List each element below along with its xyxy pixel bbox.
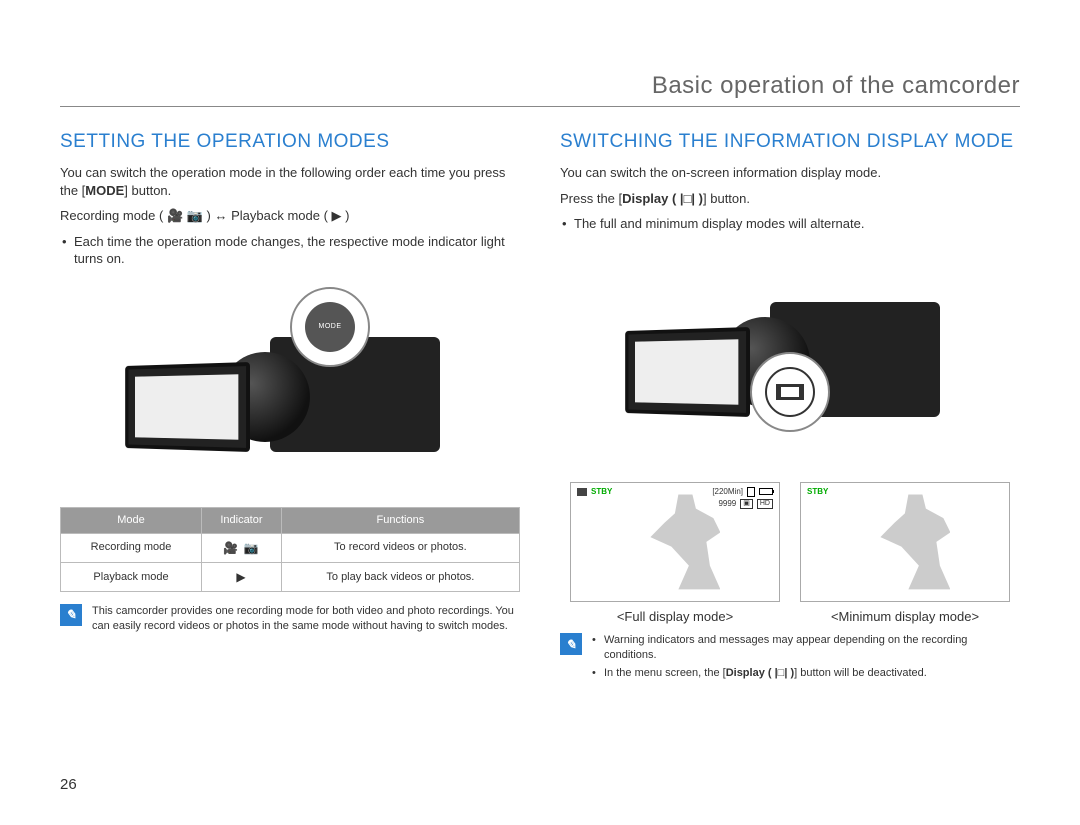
page-title: Basic operation of the camcorder bbox=[60, 70, 1020, 107]
movie-icon bbox=[577, 488, 587, 496]
list-item: In the menu screen, the [Display ( |□| )… bbox=[592, 666, 1020, 681]
left-column: SETTING THE OPERATION MODES You can swit… bbox=[60, 131, 520, 684]
note-icon: ✎ bbox=[560, 633, 582, 655]
mode-sequence: Recording mode ( 🎥 📷 ) ↔ Playback mode (… bbox=[60, 207, 520, 225]
note-box-right: ✎ Warning indicators and messages may ap… bbox=[560, 633, 1020, 684]
time-remaining: [220Min] bbox=[712, 487, 743, 497]
display-intro: You can switch the on-screen information… bbox=[560, 164, 1020, 182]
min-display-screen: STBY bbox=[800, 482, 1010, 602]
text: ] button. bbox=[703, 191, 750, 206]
cell-indicator: ▶ bbox=[202, 562, 282, 591]
display-button-icon bbox=[765, 367, 815, 417]
shots-remaining: 9999 bbox=[718, 499, 736, 509]
camcorder-figure-mode: MODE bbox=[100, 287, 480, 487]
card-icon bbox=[747, 487, 755, 497]
page-number: 26 bbox=[60, 775, 77, 795]
display-bullets: The full and minimum display modes will … bbox=[560, 215, 1020, 237]
osd-top-right: [220Min] 9999 ▣ HD bbox=[712, 487, 773, 511]
table-row: Recording mode 🎥 📷 To record videos or p… bbox=[61, 533, 520, 562]
stby-label: STBY bbox=[591, 487, 612, 498]
table-row: Playback mode ▶ To play back videos or p… bbox=[61, 562, 520, 591]
note-icon: ✎ bbox=[60, 604, 82, 626]
cell-mode: Recording mode bbox=[61, 533, 202, 562]
cell-indicator: 🎥 📷 bbox=[202, 533, 282, 562]
text: ] button will be deactivated. bbox=[794, 667, 927, 679]
hd-badge: HD bbox=[757, 499, 773, 509]
content-columns: SETTING THE OPERATION MODES You can swit… bbox=[60, 131, 1020, 684]
camcorder-lcd bbox=[125, 362, 250, 452]
modes-bullets: Each time the operation mode changes, th… bbox=[60, 233, 520, 272]
section-heading-modes: SETTING THE OPERATION MODES bbox=[60, 131, 520, 154]
display-button-callout bbox=[750, 352, 830, 432]
modes-intro: You can switch the operation mode in the… bbox=[60, 164, 520, 199]
th-mode: Mode bbox=[61, 507, 202, 533]
rec-icon: ▣ bbox=[740, 499, 753, 509]
camcorder-figure-display bbox=[600, 252, 980, 452]
subject-silhouette bbox=[880, 494, 950, 589]
full-display-label: <Full display mode> bbox=[570, 608, 780, 626]
th-functions: Functions bbox=[281, 507, 519, 533]
text: Press the [ bbox=[560, 191, 622, 206]
note-box-left: ✎ This camcorder provides one recording … bbox=[60, 604, 520, 634]
text: In the menu screen, the [ bbox=[604, 667, 726, 679]
display-instruction: Press the [Display ( |□| )] button. bbox=[560, 190, 1020, 208]
right-column: SWITCHING THE INFORMATION DISPLAY MODE Y… bbox=[560, 131, 1020, 684]
mode-button-callout: MODE bbox=[290, 287, 370, 367]
list-item: Each time the operation mode changes, th… bbox=[60, 233, 520, 268]
th-indicator: Indicator bbox=[202, 507, 282, 533]
note-list: Warning indicators and messages may appe… bbox=[592, 633, 1020, 684]
display-mode-examples: STBY [220Min] 9999 ▣ HD <Full display mode… bbox=[560, 482, 1020, 626]
cell-functions: To record videos or photos. bbox=[281, 533, 519, 562]
mode-button-label: MODE bbox=[85, 183, 124, 198]
section-heading-display: SWITCHING THE INFORMATION DISPLAY MODE bbox=[560, 131, 1020, 154]
display-button-label: Display ( |□| ) bbox=[726, 667, 794, 679]
display-button-label: Display ( |□| ) bbox=[622, 191, 703, 206]
list-item: The full and minimum display modes will … bbox=[560, 215, 1020, 233]
list-item: Warning indicators and messages may appe… bbox=[592, 633, 1020, 663]
osd-top-left: STBY bbox=[807, 487, 828, 498]
camcorder-lcd bbox=[625, 327, 750, 417]
min-display-label: <Minimum display mode> bbox=[800, 608, 1010, 626]
full-display-card: STBY [220Min] 9999 ▣ HD <Full display mode… bbox=[570, 482, 780, 626]
min-display-card: STBY <Minimum display mode> bbox=[800, 482, 1010, 626]
stby-label: STBY bbox=[807, 487, 828, 498]
mode-button-icon: MODE bbox=[305, 302, 355, 352]
text: ] button. bbox=[124, 183, 171, 198]
cell-mode: Playback mode bbox=[61, 562, 202, 591]
mode-table: Mode Indicator Functions Recording mode … bbox=[60, 507, 520, 592]
subject-silhouette bbox=[650, 494, 720, 589]
osd-top-left: STBY bbox=[577, 487, 612, 498]
cell-functions: To play back videos or photos. bbox=[281, 562, 519, 591]
battery-icon bbox=[759, 488, 773, 495]
note-text: This camcorder provides one recording mo… bbox=[92, 604, 520, 634]
display-icon bbox=[778, 384, 802, 400]
full-display-screen: STBY [220Min] 9999 ▣ HD bbox=[570, 482, 780, 602]
